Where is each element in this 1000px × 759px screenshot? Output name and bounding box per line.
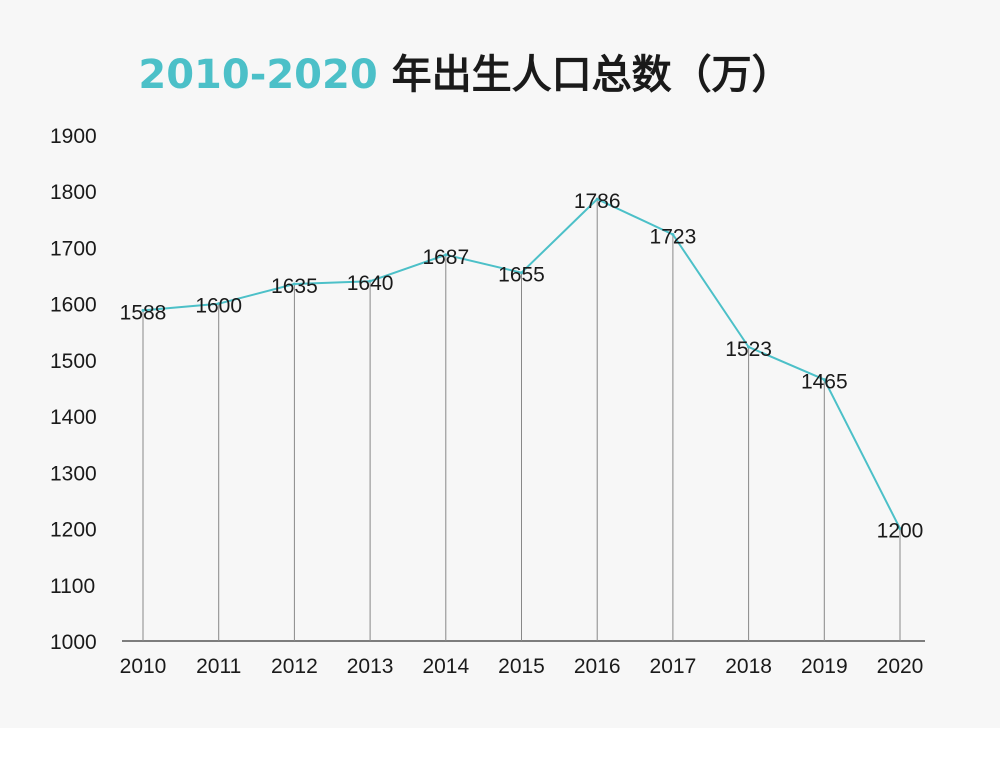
y-tick-label: 1000	[50, 631, 97, 654]
data-label: 1723	[650, 226, 697, 249]
data-point	[520, 271, 523, 275]
data-label: 1635	[271, 275, 318, 298]
data-point	[595, 197, 599, 201]
x-tick-label: 2018	[725, 655, 772, 678]
y-tick-label: 1100	[50, 575, 95, 598]
x-tick-label: 2020	[877, 655, 924, 678]
x-tick-label: 2015	[498, 655, 545, 678]
chart-title-text: 年出生人口总数（万）	[377, 52, 792, 98]
y-tick-label: 1600	[50, 294, 97, 317]
data-label: 1687	[422, 246, 469, 269]
y-tick-label: 1900	[50, 125, 97, 148]
y-tick-label: 1200	[50, 519, 97, 542]
data-point	[822, 378, 826, 382]
data-point	[444, 253, 448, 257]
data-point	[141, 308, 145, 312]
x-tick-label: 2014	[422, 655, 469, 678]
data-point	[671, 233, 675, 237]
data-label: 1523	[725, 338, 772, 361]
data-label: 1600	[195, 295, 242, 318]
data-point	[368, 279, 372, 283]
data-label: 1200	[877, 520, 924, 543]
y-tick-label: 1500	[50, 350, 97, 373]
data-label: 1655	[498, 264, 545, 287]
y-tick-label: 1400	[50, 406, 97, 429]
data-point	[747, 345, 751, 349]
x-tick-label: 2010	[120, 655, 167, 678]
data-point	[898, 527, 902, 531]
x-tick-label: 2012	[271, 655, 318, 678]
data-label: 1588	[120, 301, 167, 324]
x-tick-label: 2016	[574, 655, 621, 678]
data-label: 1786	[574, 190, 621, 213]
chart-title-year-range: 2010-2020	[138, 52, 378, 98]
data-label: 1465	[801, 371, 848, 394]
data-label: 1640	[347, 272, 394, 295]
x-tick-label: 2011	[196, 655, 241, 678]
y-tick-label: 1300	[50, 462, 97, 485]
x-tick-label: 2013	[347, 655, 394, 678]
chart-title: 2010-2020 年出生人口总数（万）	[0, 42, 930, 100]
x-tick-label: 2019	[801, 655, 848, 678]
x-tick-label: 2017	[650, 655, 697, 678]
chart-background	[0, 0, 1000, 728]
data-point	[292, 282, 296, 286]
y-tick-label: 1800	[50, 181, 97, 204]
y-tick-label: 1700	[50, 237, 97, 260]
data-point	[217, 302, 221, 306]
